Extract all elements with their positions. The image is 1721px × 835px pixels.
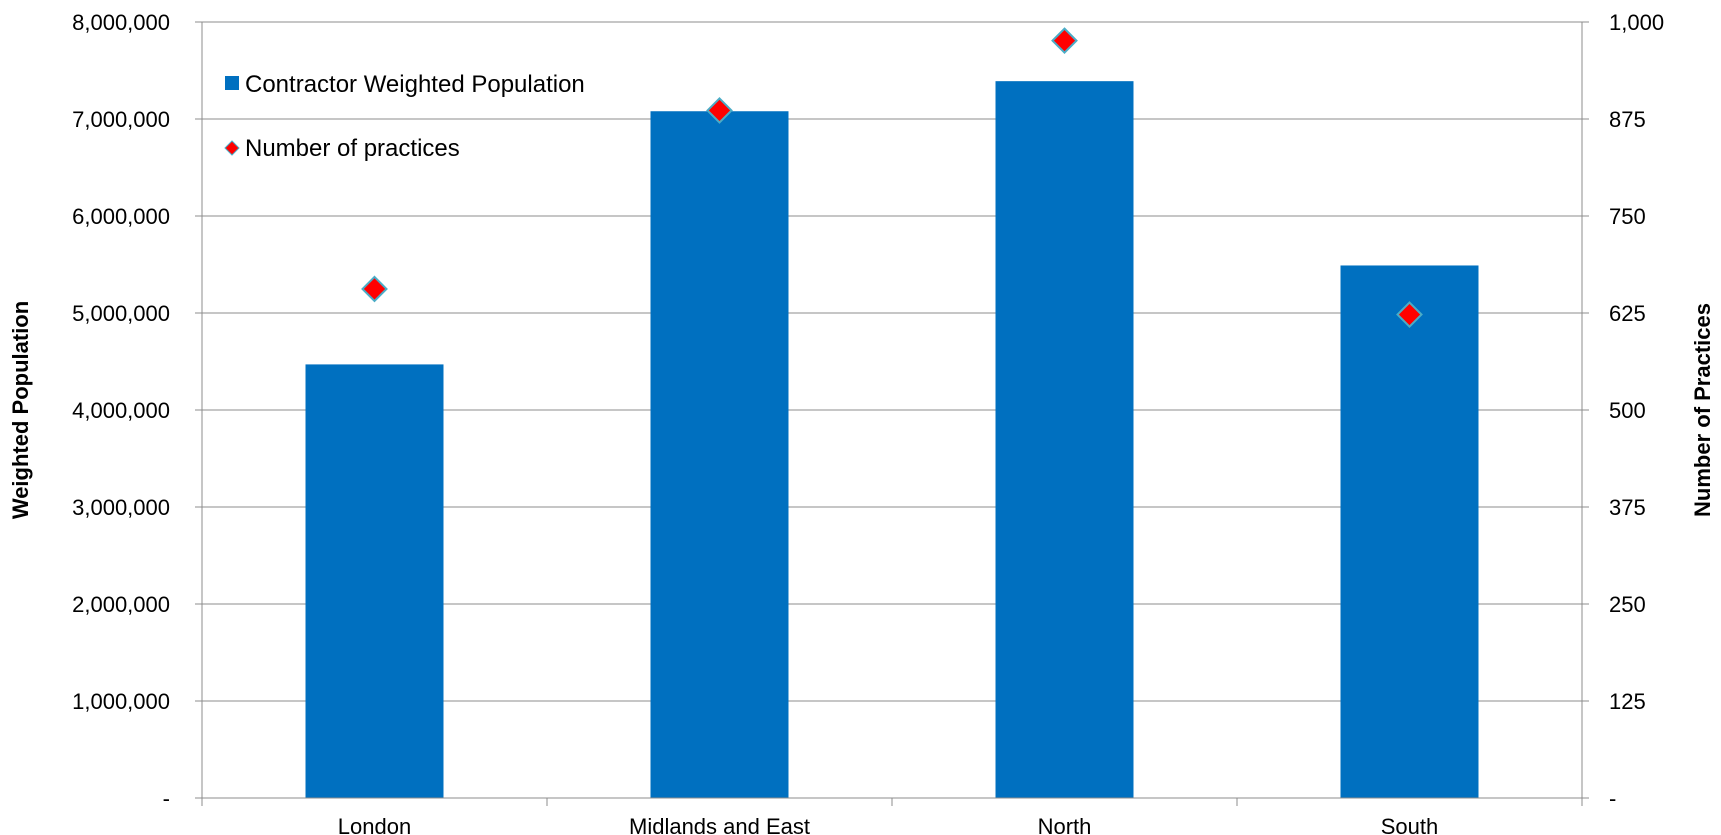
category-label: London [338,814,411,835]
right-axis-title: Number of Practices [1690,303,1715,517]
left-axis-tick-label: 1,000,000 [72,689,170,714]
right-axis-tick-labels: - 125 250 375 500 625 750 875 1,000 [1609,10,1664,811]
bar [1340,265,1479,799]
practice-marker [1396,301,1423,328]
legend-marker-swatch [224,140,240,156]
left-axis-tick-label: 5,000,000 [72,301,170,326]
practice-marker [706,97,733,124]
category-label: North [1038,814,1092,835]
left-axis-tick-label: 8,000,000 [72,10,170,35]
right-axis-tick-label: 1,000 [1609,10,1664,35]
left-axis-tick-labels: - 1,000,000 2,000,000 3,000,000 4,000,000 5,0… [72,10,170,811]
left-axis-tick-label: 4,000,000 [72,398,170,423]
left-axis-title: Weighted Population [8,301,33,519]
right-axis-tick-label: 125 [1609,689,1646,714]
right-axis-tick-label: 250 [1609,592,1646,617]
practice-marker [1051,27,1078,55]
marker-series [361,27,1423,328]
category-axis-labels: London Midlands and East North South [338,814,1438,835]
left-axis-tick-label: - [163,786,170,811]
right-axis-tick-label: 500 [1609,398,1646,423]
right-axis-tick-label: 875 [1609,107,1646,132]
legend-marker-label: Number of practices [245,135,460,162]
right-axis-tick-label: 625 [1609,301,1646,326]
category-label: Midlands and East [629,814,810,835]
bar [995,81,1134,799]
right-axis-tick-label: 375 [1609,495,1646,520]
right-axis-tick-label: - [1609,786,1616,811]
right-axis-tick-label: 750 [1609,204,1646,229]
legend-bar-swatch [225,76,239,90]
bar-series [305,81,1479,799]
left-axis-tick-label: 6,000,000 [72,204,170,229]
left-axis-tick-label: 2,000,000 [72,592,170,617]
category-label: South [1381,814,1439,835]
legend-bar-label: Contractor Weighted Population [245,71,585,98]
left-axis-tick-label: 7,000,000 [72,107,170,132]
left-axis-tick-label: 3,000,000 [72,495,170,520]
legend: Contractor Weighted Population Number of… [224,71,585,162]
axes [195,21,1589,806]
bar [650,111,789,799]
bar [305,364,444,798]
practice-marker [361,275,388,303]
